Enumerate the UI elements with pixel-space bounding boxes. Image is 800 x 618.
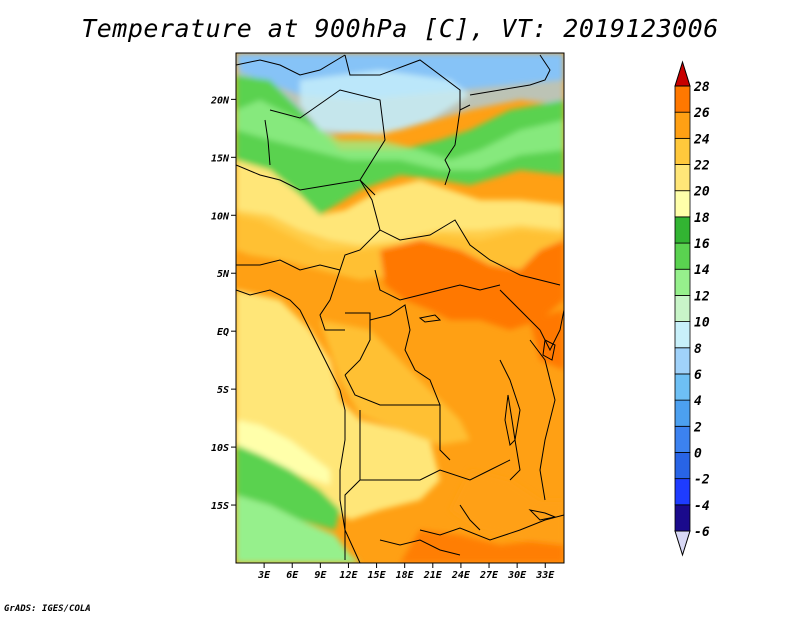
latitude-axis: 20N 15N 10N 5N EQ 5S 10S 15S bbox=[210, 95, 236, 512]
colorbar-label: 0 bbox=[694, 446, 702, 461]
shade-paleblue-north bbox=[300, 70, 470, 135]
colorbar-cell bbox=[674, 60, 691, 87]
colorbar-label: 16 bbox=[694, 237, 710, 252]
border-line bbox=[236, 54, 346, 76]
lat-tick-label: 15S bbox=[211, 501, 229, 512]
colorbar-label: 6 bbox=[694, 368, 702, 383]
colorbar-label: 18 bbox=[694, 211, 710, 226]
colorbar-cell bbox=[674, 321, 691, 349]
longitude-axis: 3E 6E 9E 12E 15E 18E 21E 24E 27E 30E 33E bbox=[257, 563, 555, 581]
colorbar-cell bbox=[674, 347, 691, 375]
lon-tick-label: 12E bbox=[339, 570, 358, 581]
shade-hot-east bbox=[530, 310, 564, 370]
colorbar-label: 12 bbox=[694, 289, 710, 304]
colorbar-label: 22 bbox=[693, 159, 710, 174]
lon-tick-label: 27E bbox=[479, 570, 499, 581]
colorbar-cell bbox=[674, 530, 691, 557]
border-line bbox=[374, 269, 501, 301]
border-line bbox=[379, 539, 461, 556]
colorbar-cell bbox=[674, 85, 691, 113]
border-line bbox=[419, 514, 564, 541]
colorbar-cell bbox=[674, 478, 691, 506]
shade-paleyellow-sw bbox=[236, 420, 330, 485]
border-line bbox=[236, 259, 341, 271]
border-line bbox=[459, 504, 481, 531]
lon-tick-label: 3E bbox=[257, 570, 271, 581]
colorbar-label: -6 bbox=[694, 525, 710, 540]
shade-green-sw bbox=[236, 445, 340, 530]
page-title: Temperature at 900hPa [C], VT: 201912300… bbox=[81, 14, 719, 43]
lake-outline bbox=[528, 509, 557, 521]
border-line bbox=[339, 179, 381, 271]
colorbar-label: 24 bbox=[693, 132, 710, 147]
lake-outline bbox=[542, 339, 556, 361]
colorbar-cell bbox=[674, 242, 691, 270]
colorbar-cell bbox=[674, 216, 691, 244]
border-line bbox=[344, 374, 451, 461]
lon-tick-label: 21E bbox=[423, 570, 443, 581]
shade-lightgreen-sw bbox=[236, 495, 360, 563]
shade-orange-central bbox=[320, 320, 470, 445]
border-line bbox=[264, 119, 271, 166]
colorbar-label: -4 bbox=[694, 499, 710, 514]
grads-credit: GrADS: IGES/COLA bbox=[4, 604, 91, 614]
shade-orange-se bbox=[450, 470, 564, 545]
map-frame bbox=[235, 52, 565, 564]
lat-tick-label: 5N bbox=[217, 269, 230, 280]
lon-tick-label: 30E bbox=[507, 570, 527, 581]
colorbar-label: 8 bbox=[694, 342, 702, 357]
colorbar-cell bbox=[674, 137, 691, 165]
colorbar-cell bbox=[674, 425, 691, 453]
lat-tick-label: 15N bbox=[211, 153, 230, 164]
lat-tick-label: 20N bbox=[210, 95, 230, 106]
colorbar-label: -2 bbox=[694, 473, 710, 488]
shade-green-north bbox=[236, 75, 564, 215]
colorbar-cell bbox=[674, 399, 691, 427]
colorbar-label: 2 bbox=[693, 420, 702, 435]
border-line bbox=[444, 109, 461, 186]
lon-tick-label: 6E bbox=[286, 570, 299, 581]
lat-tick-label: 5S bbox=[217, 385, 229, 396]
colorbar-cell bbox=[674, 190, 691, 218]
colorbar-cell bbox=[674, 268, 691, 296]
shade-lightgreen-north bbox=[236, 100, 564, 170]
lat-tick-label: 10N bbox=[211, 211, 230, 222]
colorbar-label: 26 bbox=[693, 106, 710, 121]
colorbar-label: 20 bbox=[693, 185, 710, 200]
border-line bbox=[379, 219, 561, 286]
colorbar-cell bbox=[674, 504, 691, 532]
coastline bbox=[236, 289, 361, 563]
border-line bbox=[360, 459, 511, 481]
border-line bbox=[369, 304, 441, 406]
country-borders bbox=[236, 54, 564, 563]
lat-tick-label: EQ bbox=[217, 327, 229, 338]
colorbar-label: 4 bbox=[694, 394, 702, 409]
colorbar-cell bbox=[674, 111, 691, 139]
border-line bbox=[499, 359, 521, 481]
border-line bbox=[319, 269, 345, 331]
colorbar-label: 14 bbox=[694, 263, 710, 278]
lake-outline bbox=[504, 394, 516, 447]
colorbar-cell bbox=[674, 164, 691, 192]
shade-yellow-band bbox=[236, 160, 564, 250]
lon-tick-label: 18E bbox=[396, 570, 415, 581]
lon-tick-label: 15E bbox=[368, 570, 387, 581]
lon-tick-label: 24E bbox=[451, 570, 471, 581]
lon-tick-label: 9E bbox=[314, 570, 327, 581]
colorbar-cell bbox=[674, 452, 691, 480]
border-line bbox=[344, 312, 371, 376]
lon-tick-label: 33E bbox=[535, 570, 555, 581]
lake-outline bbox=[418, 314, 442, 323]
border-line bbox=[529, 339, 556, 501]
colorbar-cell bbox=[674, 373, 691, 401]
colorbar-label: 28 bbox=[693, 80, 710, 95]
shade-orange-south bbox=[400, 530, 564, 563]
border-line bbox=[269, 89, 386, 181]
lat-tick-label: 10S bbox=[211, 443, 229, 454]
colorbar-label: 10 bbox=[694, 316, 710, 331]
colorbar-cell bbox=[674, 295, 691, 322]
border-line bbox=[469, 54, 551, 96]
